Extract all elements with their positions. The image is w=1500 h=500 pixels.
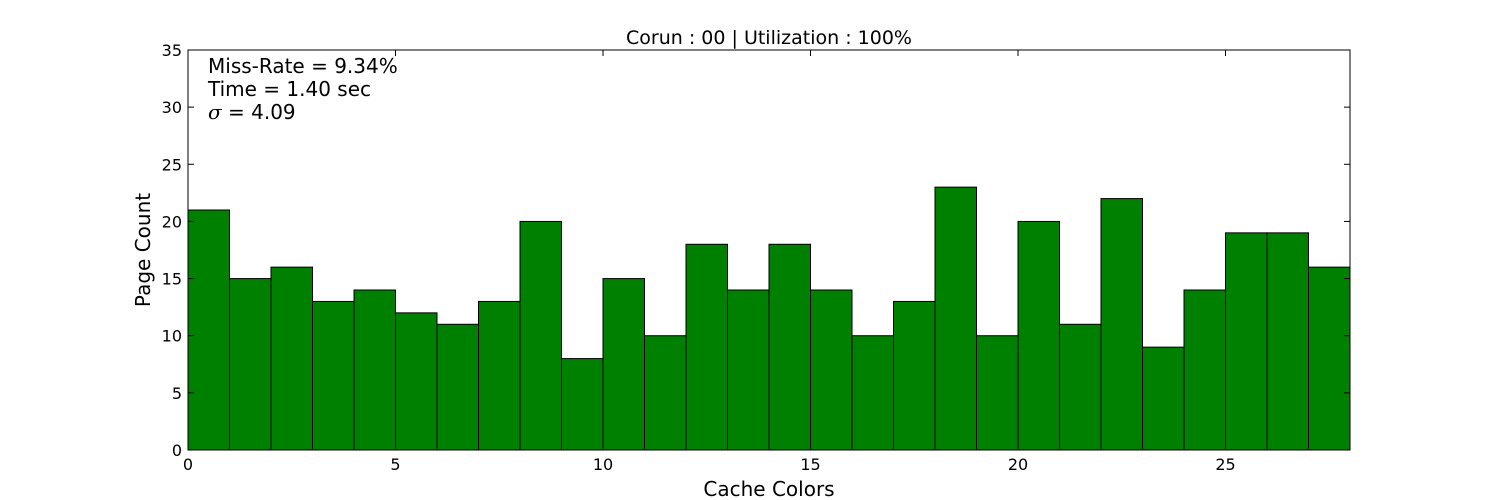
bar-21	[1059, 323, 1102, 451]
bar-9	[561, 358, 604, 451]
bar-1	[229, 278, 272, 451]
x-tick-label-10: 10	[593, 455, 613, 474]
y-tick-label-5: 5	[172, 384, 182, 403]
plot-frame	[187, 49, 1351, 451]
bar-23	[1142, 346, 1185, 451]
ticks-group	[187, 49, 1350, 451]
x-tick-label-15: 15	[800, 455, 820, 474]
sigma-symbol: σ	[208, 100, 223, 124]
y-tick-label-0: 0	[172, 441, 182, 460]
x-tick-label-0: 0	[183, 455, 193, 474]
bar-17	[893, 300, 936, 451]
bar-10	[602, 278, 645, 451]
y-tick-label-30: 30	[162, 98, 182, 117]
y-tick-label-10: 10	[162, 327, 182, 346]
bar-4	[353, 289, 396, 451]
bar-16	[851, 335, 894, 451]
chart-title: Corun : 00 | Utilization : 100%	[626, 27, 912, 49]
bar-20	[1017, 220, 1060, 451]
annotation-miss-rate: Miss-Rate = 9.34%	[208, 54, 398, 78]
x-tick-labels: 0 5 10 15 20 25	[183, 455, 1236, 474]
bar-12	[685, 243, 728, 451]
bar-5	[395, 312, 438, 451]
bar-8	[519, 220, 562, 451]
y-tick-labels: 0 5 10 15 20 25 30 35	[162, 41, 182, 460]
bar-11	[644, 335, 687, 451]
x-tick-label-25: 25	[1215, 455, 1235, 474]
bar-26	[1266, 232, 1309, 451]
bar-27	[1308, 266, 1351, 451]
bar-6	[436, 323, 479, 451]
bar-24	[1183, 289, 1226, 451]
annotation-time: Time = 1.40 sec	[207, 77, 371, 101]
annotation-sigma: σ = 4.09	[208, 100, 296, 124]
x-tick-label-5: 5	[390, 455, 400, 474]
x-tick-label-20: 20	[1008, 455, 1028, 474]
y-tick-label-20: 20	[162, 212, 182, 231]
bar-13	[727, 289, 770, 451]
bar-2	[270, 266, 313, 451]
y-tick-label-15: 15	[162, 270, 182, 289]
bar-14	[768, 243, 811, 451]
bar-22	[1100, 198, 1143, 451]
y-tick-label-35: 35	[162, 41, 182, 60]
y-tick-label-25: 25	[162, 155, 182, 174]
bar-3	[312, 300, 355, 451]
bars-group	[187, 186, 1351, 451]
bar-15	[810, 289, 853, 451]
y-axis-label: Page Count	[131, 193, 155, 307]
bar-0	[187, 209, 230, 451]
bar-25	[1225, 232, 1268, 451]
bar-18	[934, 186, 977, 451]
bar-19	[976, 335, 1019, 451]
sigma-value: = 4.09	[222, 100, 296, 124]
x-axis-label: Cache Colors	[703, 477, 834, 500]
bar-7	[478, 300, 521, 451]
